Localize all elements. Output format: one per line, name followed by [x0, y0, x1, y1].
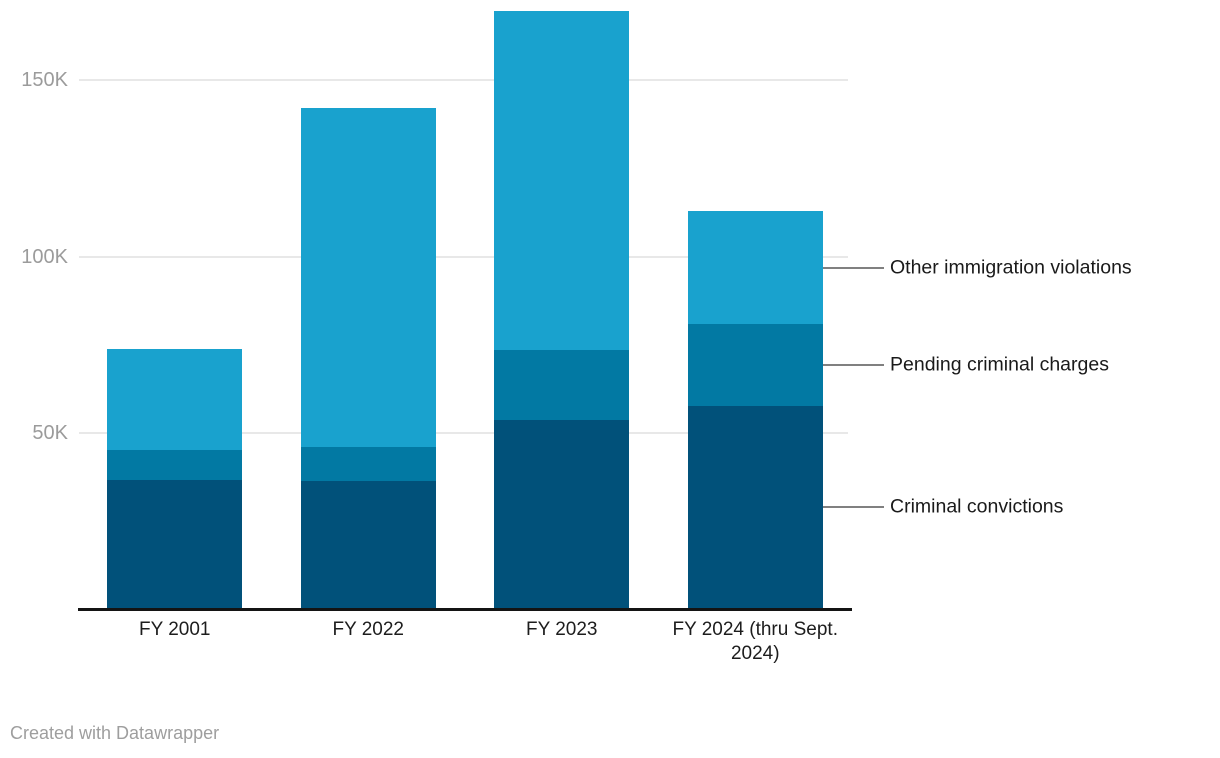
x-axis-label-4: FY 2024 (thru Sept. 2024) — [672, 619, 838, 665]
bar-segment-pending-criminal-charges-4 — [687, 324, 823, 406]
series-label-pending-criminal-charges: Pending criminal charges — [890, 353, 1109, 376]
bar-segment-criminal-convictions-4 — [687, 405, 823, 609]
bar-segment-criminal-convictions-3 — [494, 420, 630, 609]
annotation-leader-line-criminal-convictions — [823, 506, 884, 509]
y-gridline-100K — [79, 255, 848, 258]
bar-segment-other-immigration-violations-3 — [494, 10, 630, 350]
y-axis-tick-label: 50K — [32, 421, 68, 444]
annotation-leader-line-pending-criminal-charges — [823, 363, 884, 366]
series-label-other-immigration-violations: Other immigration violations — [890, 256, 1132, 279]
y-axis-tick-label: 100K — [21, 245, 68, 268]
bar-segment-pending-criminal-charges-1 — [107, 449, 243, 481]
bar-segment-criminal-convictions-2 — [300, 481, 436, 609]
bar-segment-criminal-convictions-1 — [107, 480, 243, 609]
x-axis-label-1: FY 2001 — [139, 619, 211, 640]
y-axis-tick-label: 150K — [21, 69, 68, 92]
bar-segment-other-immigration-violations-2 — [300, 107, 436, 447]
bar-segment-pending-criminal-charges-2 — [300, 446, 436, 482]
annotation-leader-line-other-immigration-violations — [823, 266, 884, 269]
series-label-criminal-convictions: Criminal convictions — [890, 495, 1064, 518]
datawrapper-attribution: Created with Datawrapper — [10, 723, 220, 743]
y-gridline-150K — [79, 79, 848, 82]
x-axis-label-2: FY 2022 — [332, 619, 404, 640]
x-axis-line — [78, 608, 852, 611]
bar-segment-pending-criminal-charges-3 — [494, 349, 630, 421]
x-axis-label-3: FY 2023 — [526, 619, 598, 640]
bar-segment-other-immigration-violations-1 — [107, 348, 243, 450]
bar-segment-other-immigration-violations-4 — [687, 211, 823, 325]
y-gridline-50K — [79, 431, 848, 434]
